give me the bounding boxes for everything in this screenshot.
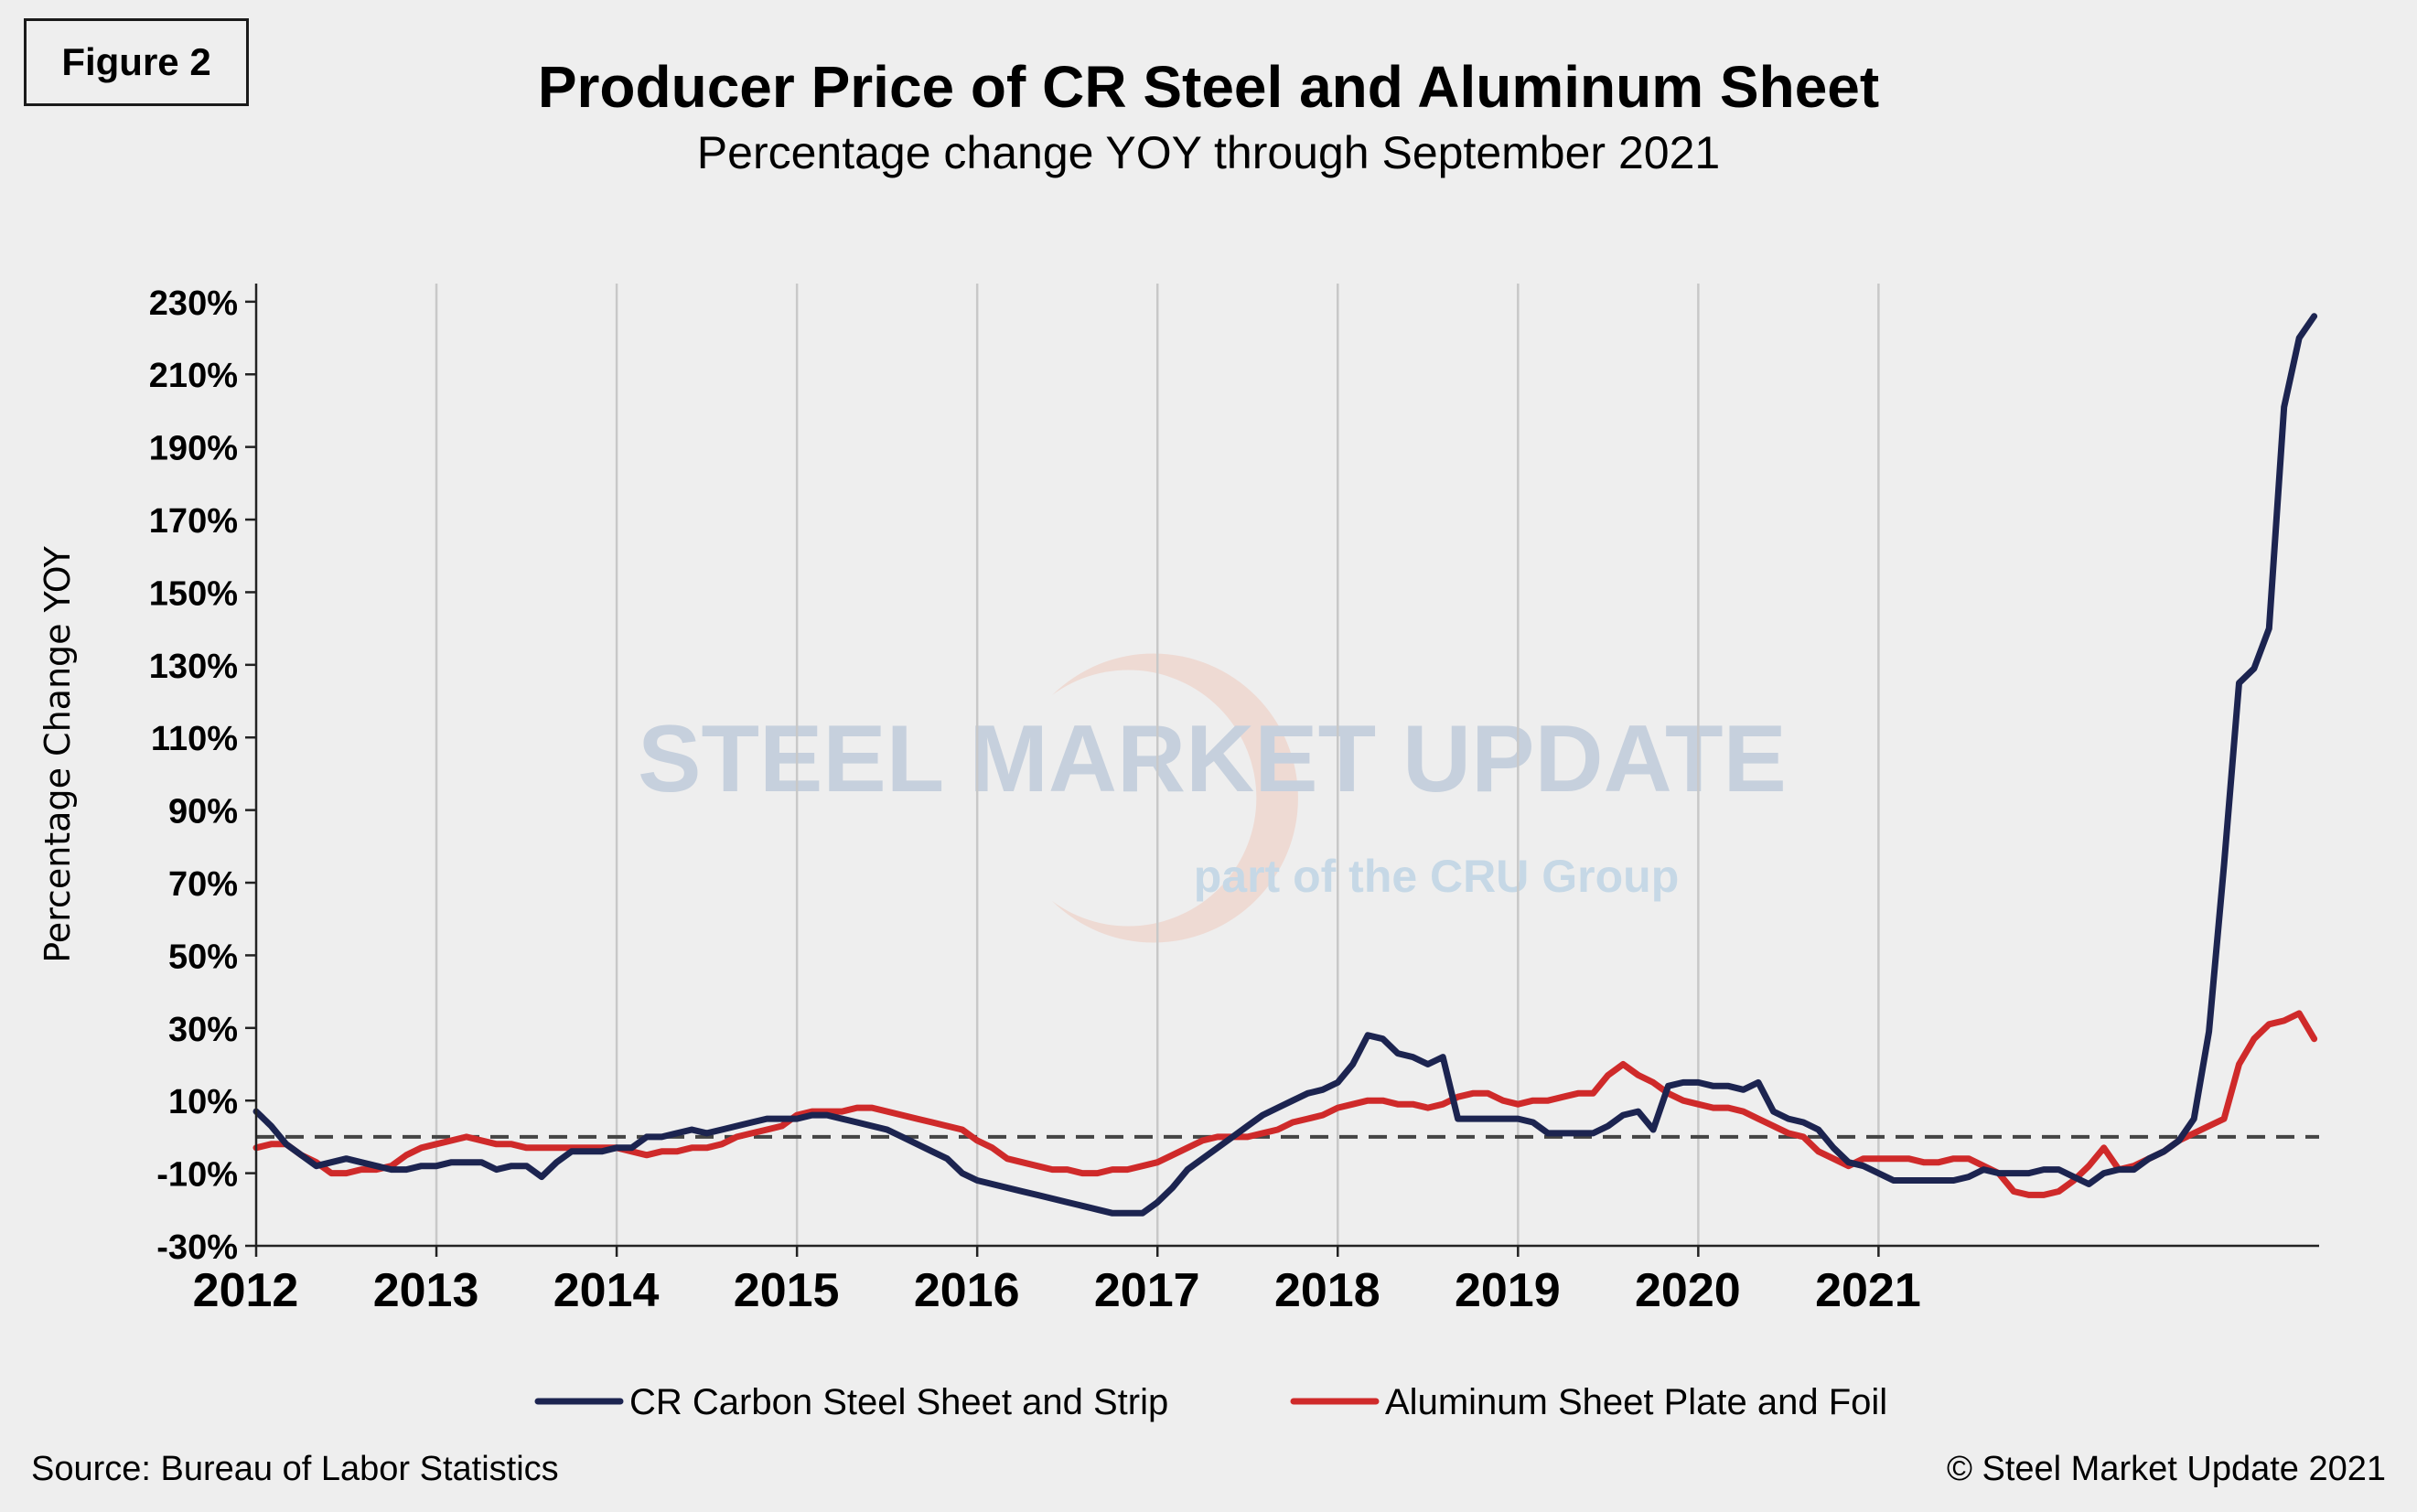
watermark: STEEL MARKET UPDATE part of the CRU Grou… [638,653,1787,943]
y-tick-label: -10% [156,1156,238,1195]
y-tick-label: 150% [149,574,238,613]
y-tick-label: 30% [168,1011,238,1049]
y-tick-label: 190% [149,430,238,468]
x-tick-label: 2017 [1094,1264,1200,1317]
x-axis-ticks: 2012 2013 2014 2015 2016 2017 2018 2019 2020 2021 [193,1246,1921,1317]
x-tick-label: 2019 [1455,1264,1561,1317]
source-note: Source: Bureau of Labor Statistics [31,1450,559,1488]
series-layer [252,313,2318,1217]
y-tick-label: 70% [168,865,238,904]
figure-label: Figure 2 [24,18,249,106]
y-tick-label: 50% [168,938,238,976]
x-tick-label: 2020 [1635,1264,1741,1317]
x-tick-label: 2021 [1815,1264,1921,1317]
x-tick-label: 2012 [193,1264,299,1317]
chart-title: Producer Price of CR Steel and Aluminum … [537,54,1880,120]
watermark-brand: STEEL MARKET UPDATE [638,706,1787,812]
chart-subtitle: Percentage change YOY through September … [696,127,1721,178]
legend: CR Carbon Steel Sheet and Strip Aluminum … [534,1382,1887,1422]
watermark-line2: part of the CRU Group [1194,851,1680,902]
y-tick-label: 230% [149,284,238,323]
x-tick-label: 2014 [553,1264,660,1317]
y-tick-label: 210% [149,357,238,395]
series-line-0 [252,313,2318,1217]
x-tick-label: 2015 [734,1264,840,1317]
y-tick-label: 170% [149,502,238,541]
y-tick-label: 10% [168,1083,238,1121]
y-tick-label: 90% [168,793,238,831]
y-tick-label: -30% [156,1228,238,1267]
series-line-1 [252,1010,2318,1198]
y-tick-label: 130% [149,648,238,686]
y-axis-title: Percentage Change YOY [38,545,78,962]
x-tick-label: 2018 [1274,1264,1380,1317]
x-tick-label: 2013 [373,1264,479,1317]
y-tick-label: 110% [151,720,238,758]
y-axis-ticks: -30% -10% 10% 30% 50% 70% 90% 110% 130% 150% 170% 1… [149,284,256,1267]
legend-label-0: CR Carbon Steel Sheet and Strip [629,1382,1168,1422]
copyright-note: © Steel Market Update 2021 [1946,1450,2386,1488]
x-tick-label: 2016 [914,1264,1020,1317]
legend-label-1: Aluminum Sheet Plate and Foil [1385,1382,1887,1422]
